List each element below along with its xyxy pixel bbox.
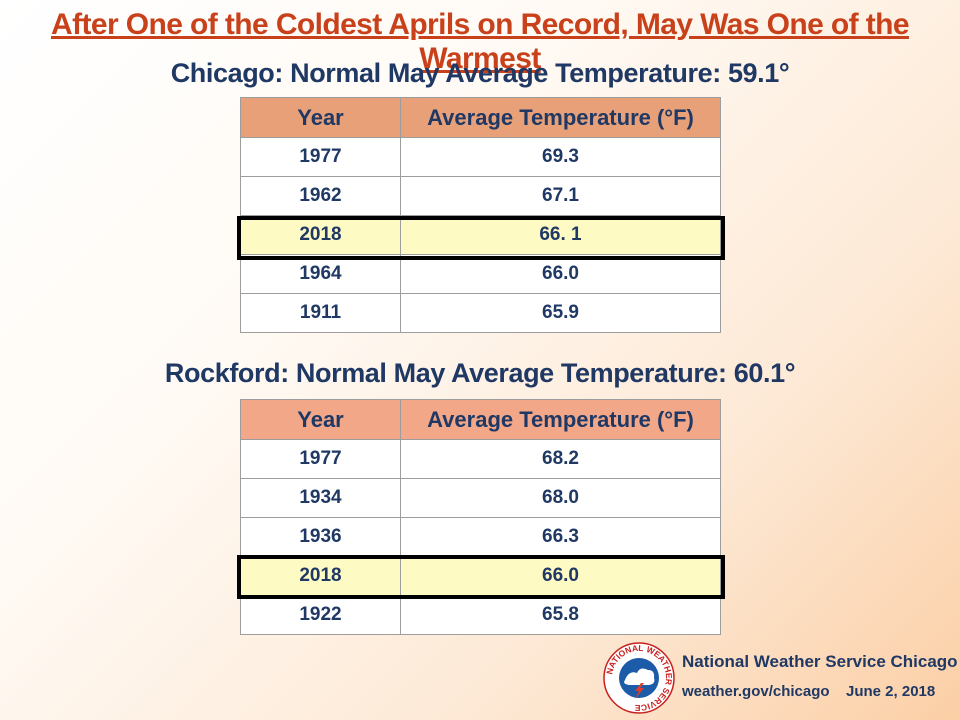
year-cell: 1977 [240,439,401,479]
table-row: 1977 69.3 [240,137,721,177]
footer-organization: National Weather Service Chicago [682,652,958,671]
temperature-cell: 66.0 [400,254,721,294]
year-cell: 1964 [240,254,401,294]
year-cell: 1977 [240,137,401,177]
temperature-cell: 69.3 [400,137,721,177]
year-cell: 1934 [240,478,401,518]
page-title: After One of the Coldest Aprils on Recor… [51,8,910,75]
temperature-cell: 68.2 [400,439,721,479]
temperature-column-header: Average Temperature (°F) [400,97,721,138]
highlighted-table-row: 2018 66. 1 [240,215,721,255]
table-header-row: Year Average Temperature (°F) [240,97,721,138]
year-cell: 1911 [240,293,401,333]
temperature-cell: 66.3 [400,517,721,557]
rockford-subtitle: Rockford: Normal May Average Temperature… [164,358,796,388]
nws-logo-icon: NATIONAL WEATHER SERVICE [603,642,675,714]
footer-url: weather.gov/chicago [682,683,830,700]
year-cell: 2018 [240,215,401,255]
year-cell: 1922 [240,595,401,635]
table-header-row: Year Average Temperature (°F) [240,399,721,440]
highlighted-table-row: 2018 66.0 [240,556,721,596]
year-cell: 2018 [240,556,401,596]
temperature-column-header: Average Temperature (°F) [400,399,721,440]
chicago-subtitle: Chicago: Normal May Average Temperature:… [170,58,790,88]
year-column-header: Year [240,97,401,138]
footer-date: June 2, 2018 [846,683,936,700]
temperature-cell: 65.9 [400,293,721,333]
rockford-temperature-table: Year Average Temperature (°F) 1977 68.2 … [240,399,721,635]
table-row: 1964 66.0 [240,254,721,294]
temperature-cell: 66. 1 [400,215,721,255]
chicago-temperature-table: Year Average Temperature (°F) 1977 69.3 … [240,97,721,333]
temperature-cell: 67.1 [400,176,721,216]
table-row: 1962 67.1 [240,176,721,216]
temperature-cell: 66.0 [400,556,721,596]
table-row: 1977 68.2 [240,439,721,479]
year-cell: 1962 [240,176,401,216]
table-row: 1936 66.3 [240,517,721,557]
temperature-cell: 68.0 [400,478,721,518]
year-column-header: Year [240,399,401,440]
table-row: 1911 65.9 [240,293,721,333]
year-cell: 1936 [240,517,401,557]
table-row: 1934 68.0 [240,478,721,518]
table-row: 1922 65.8 [240,595,721,635]
temperature-cell: 65.8 [400,595,721,635]
